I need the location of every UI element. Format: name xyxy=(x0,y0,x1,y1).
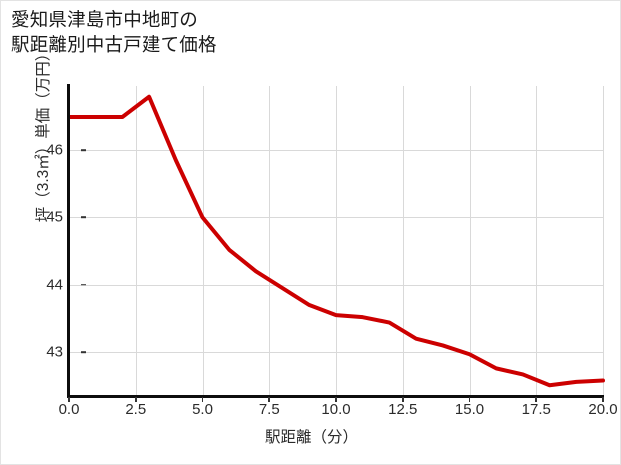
plot-area xyxy=(67,86,605,396)
y-tick-label-43: 43 xyxy=(46,343,63,361)
x-tick-mark-17.5 xyxy=(535,397,538,402)
x-axis-line xyxy=(67,395,604,398)
gridline-vertical-7.5 xyxy=(269,86,271,396)
gridline-vertical-2.5 xyxy=(135,86,137,396)
y-tick-mark-45 xyxy=(81,216,86,219)
y-tick-mark-43 xyxy=(81,351,86,353)
x-axis-label: 駅距離（分） xyxy=(264,429,358,446)
x-tick-mark-10.0 xyxy=(335,397,337,402)
x-tick-label-15.0: 15.0 xyxy=(454,401,485,418)
y-axis-line xyxy=(67,84,70,398)
gridline-vertical-17.5 xyxy=(536,86,538,396)
x-tick-mark-12.5 xyxy=(401,397,404,402)
x-tick-mark-7.5 xyxy=(268,397,271,402)
x-tick-mark-5.0 xyxy=(201,397,204,402)
y-tick-label-44: 44 xyxy=(46,276,63,294)
y-tick-mark-46 xyxy=(81,149,86,151)
series-polyline xyxy=(67,94,605,388)
y-axis-ticks: 43 44 45 46 xyxy=(19,1,86,464)
y-tick-mark-44 xyxy=(81,284,86,286)
gridline-vertical-12.5 xyxy=(402,86,404,396)
x-tick-label-12.5: 12.5 xyxy=(388,401,418,418)
x-tick-mark-0.0 xyxy=(68,397,70,402)
x-tick-label-17.5: 17.5 xyxy=(521,401,551,418)
x-tick-mark-2.5 xyxy=(134,397,137,402)
y-axis-label: 坪（3.3㎡）単価（万円） xyxy=(35,45,52,223)
x-tick-label-7.5: 7.5 xyxy=(258,401,280,418)
gridline-vertical-15.0 xyxy=(469,86,471,396)
gridline-vertical-5.0 xyxy=(202,86,204,396)
x-tick-label-20.0: 20.0 xyxy=(588,401,618,418)
x-tick-label-2.5: 2.5 xyxy=(125,401,147,418)
y-tick-label-46: 46 xyxy=(46,141,63,159)
gridline-vertical-10.0 xyxy=(336,86,337,396)
gridline-vertical-20.0 xyxy=(603,86,604,396)
x-tick-mark-20.0 xyxy=(602,397,604,402)
x-tick-label-10.0: 10.0 xyxy=(321,401,351,418)
chart-title: 愛知県津島市中地町の 駅距離別中古戸建て価格 xyxy=(11,9,217,55)
x-tick-label-5.0: 5.0 xyxy=(192,401,213,418)
y-tick-label-45: 45 xyxy=(46,208,63,226)
series-line-chart xyxy=(67,94,605,388)
x-tick-label-0.0: 0.0 xyxy=(58,401,80,418)
x-tick-mark-15.0 xyxy=(468,397,471,402)
